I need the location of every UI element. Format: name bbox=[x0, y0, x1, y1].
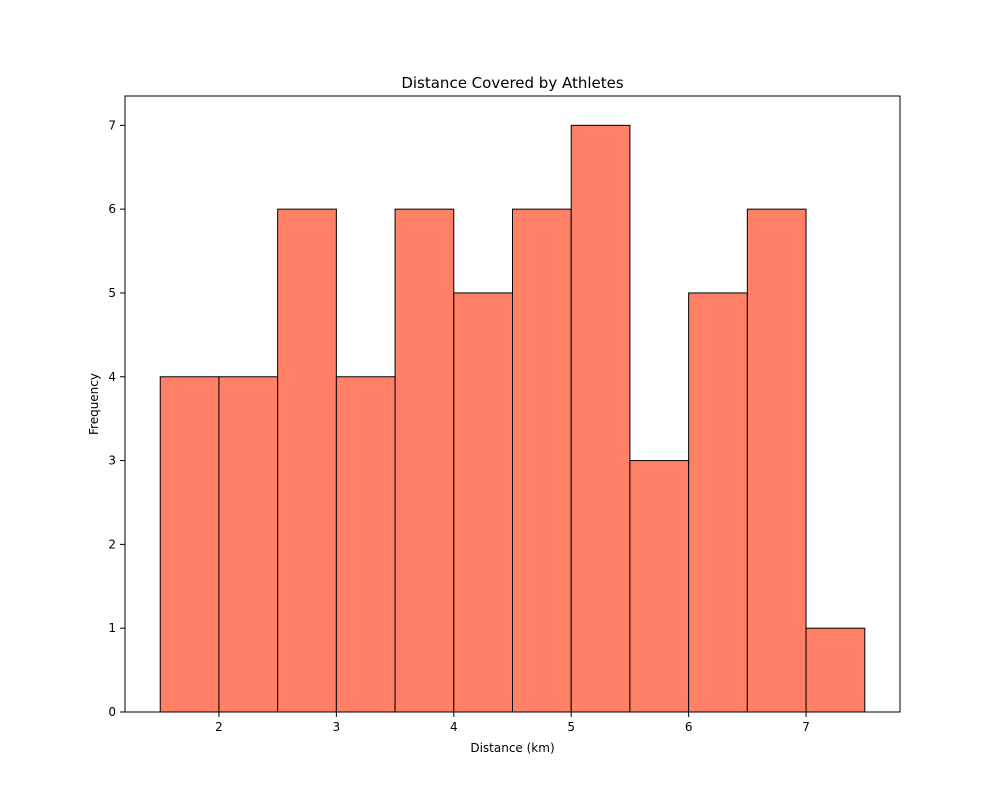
y-tick-label: 1 bbox=[108, 621, 116, 635]
histogram-bar-12 bbox=[805, 627, 866, 713]
x-tick-label: 2 bbox=[215, 720, 223, 734]
y-tick-label: 4 bbox=[108, 370, 116, 384]
histogram-bar-11 bbox=[746, 208, 807, 713]
chart-title: Distance Covered by Athletes bbox=[401, 74, 624, 92]
y-tick-label: 5 bbox=[108, 286, 116, 300]
histogram-bar-8 bbox=[570, 124, 631, 713]
y-tick-label: 0 bbox=[108, 705, 116, 719]
histogram-bar-9 bbox=[629, 460, 690, 713]
histogram-bar-7 bbox=[512, 208, 572, 713]
y-axis: 0 1 2 3 4 5 6 7 bbox=[108, 118, 125, 719]
histogram-bar-5 bbox=[394, 208, 455, 713]
y-tick-label: 3 bbox=[108, 454, 116, 468]
y-tick-label: 6 bbox=[108, 202, 116, 216]
x-axis-label: Distance (km) bbox=[470, 741, 554, 755]
y-tick-label: 2 bbox=[108, 537, 116, 551]
histogram-bar-10 bbox=[688, 292, 748, 713]
histogram-bar-1 bbox=[159, 376, 220, 713]
histogram-bar-3 bbox=[277, 208, 337, 713]
histogram-bar-6 bbox=[453, 292, 513, 713]
x-tick-label: 6 bbox=[685, 720, 693, 734]
bars-layer bbox=[159, 124, 866, 713]
x-tick-label: 7 bbox=[802, 720, 810, 734]
histogram-bar-4 bbox=[335, 376, 396, 713]
y-tick-label: 7 bbox=[108, 118, 116, 132]
histogram-bar-2 bbox=[218, 376, 279, 713]
x-tick-label: 4 bbox=[450, 720, 458, 734]
x-tick-label: 3 bbox=[333, 720, 341, 734]
plot-area-frame bbox=[124, 95, 901, 713]
x-axis: 2 3 4 5 6 7 bbox=[215, 712, 810, 734]
y-axis-label: Frequency bbox=[87, 373, 101, 435]
x-tick-label: 5 bbox=[567, 720, 575, 734]
